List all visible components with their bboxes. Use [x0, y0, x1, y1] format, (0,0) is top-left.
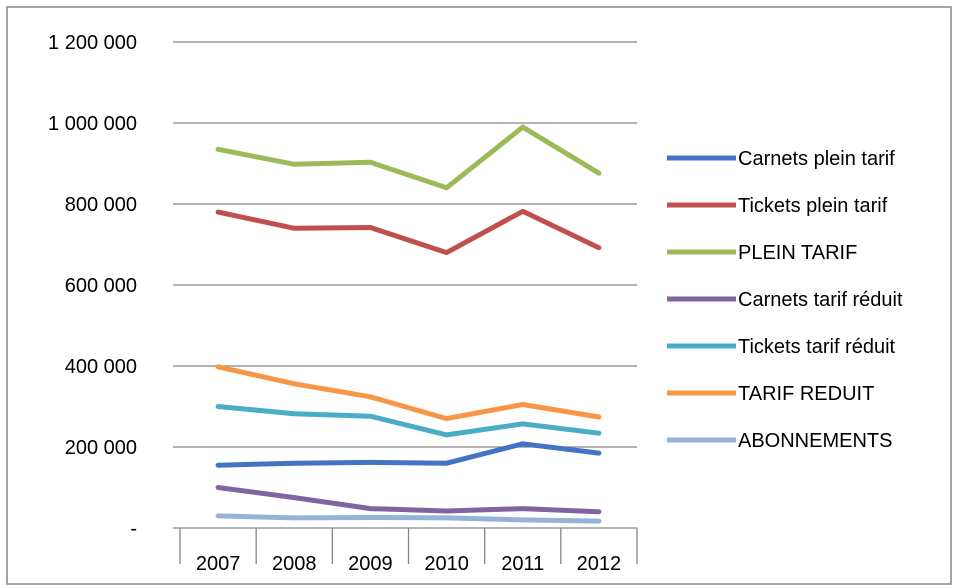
y-tick-label: 1 000 000 [48, 113, 137, 135]
y-axis-tick-labels: - 200 000 400 000 600 000 800 000 1 000 000 1 … [48, 32, 137, 540]
x-tick-label: 2009 [348, 553, 393, 575]
x-tick-label: 2012 [577, 553, 622, 575]
series-lines [215, 124, 602, 524]
legend: Carnets plein tarif Tickets plein tarif PL… [667, 148, 903, 452]
x-tick-label: 2008 [272, 553, 317, 575]
chart-border [6, 6, 952, 585]
x-tick-label: 2011 [501, 553, 544, 575]
y-tick-label: 800 000 [65, 194, 137, 216]
series-line [215, 404, 602, 438]
legend-label: Carnets plein tarif [738, 148, 895, 170]
legend-label: ABONNEMENTS [738, 430, 892, 452]
x-tick-label: 2010 [424, 553, 469, 575]
x-axis-tick-labels: 2007 2008 2009 2010 2011 2012 [196, 553, 621, 575]
series-line [215, 513, 602, 524]
y-tick-label: 200 000 [65, 437, 137, 459]
legend-label: PLEIN TARIF [738, 242, 857, 264]
series-line [215, 124, 602, 191]
series-line [215, 485, 602, 515]
series-line [215, 208, 602, 256]
y-tick-label: 400 000 [65, 356, 137, 378]
series-line [215, 441, 602, 468]
y-tick-label: - [130, 518, 137, 540]
y-tick-label: 600 000 [65, 275, 137, 297]
y-tick-label: 1 200 000 [48, 32, 137, 54]
legend-label: Tickets tarif réduit [738, 336, 896, 358]
legend-label: Carnets tarif réduit [738, 289, 903, 311]
legend-label: TARIF REDUIT [738, 383, 874, 405]
legend-label: Tickets plein tarif [738, 195, 888, 217]
axes [173, 527, 638, 564]
series-line [215, 364, 602, 422]
x-tick-label: 2007 [196, 553, 241, 575]
